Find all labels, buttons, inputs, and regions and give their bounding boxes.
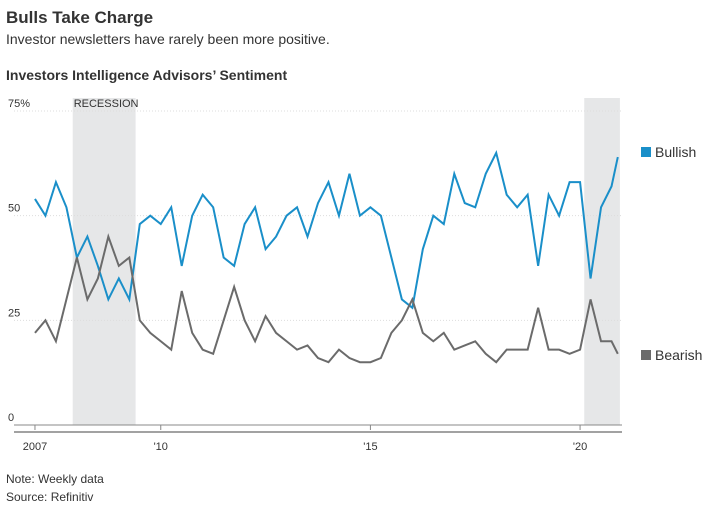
x-tick-label: '20 — [573, 441, 587, 453]
legend-swatch — [641, 147, 651, 157]
subtitle: Investor newsletters have rarely been mo… — [6, 31, 330, 47]
recession-band — [72, 98, 136, 425]
series-line — [34, 233, 619, 364]
annotation: RECESSION — [74, 98, 139, 110]
y-tick-label: 25 — [8, 307, 20, 319]
y-tick-label: 75% — [8, 98, 30, 110]
source: Source: Refinitiv — [6, 490, 93, 504]
legend-label: Bearish — [655, 347, 702, 363]
chart-title: Investors Intelligence Advisors’ Sentime… — [6, 67, 287, 83]
x-tick-label: '15 — [363, 441, 377, 453]
note: Note: Weekly data — [6, 472, 104, 486]
legend-swatch — [641, 350, 651, 360]
legend-label: Bullish — [655, 144, 696, 160]
recession-band — [584, 98, 620, 425]
title: Bulls Take Charge — [6, 8, 153, 27]
y-tick-label: 0 — [8, 412, 14, 424]
x-tick-label: '10 — [154, 441, 168, 453]
x-tick-label: 2007 — [23, 441, 47, 453]
y-tick-label: 50 — [8, 203, 20, 215]
